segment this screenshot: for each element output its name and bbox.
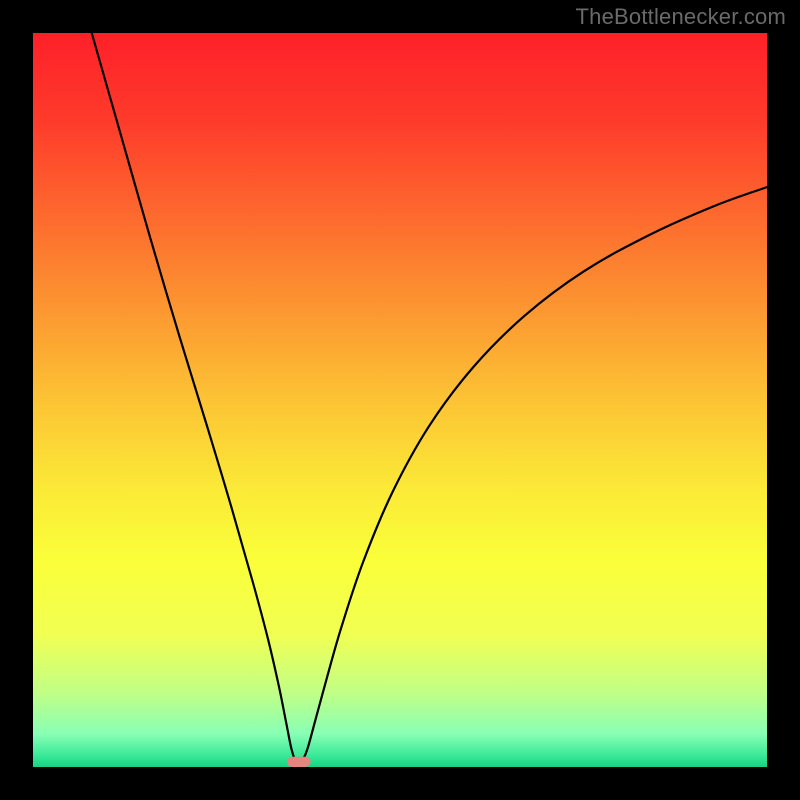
- plot-background: [33, 33, 767, 767]
- watermark-text: TheBottlenecker.com: [576, 4, 786, 30]
- optimal-point-marker: [287, 757, 310, 767]
- bottleneck-chart: [0, 0, 800, 800]
